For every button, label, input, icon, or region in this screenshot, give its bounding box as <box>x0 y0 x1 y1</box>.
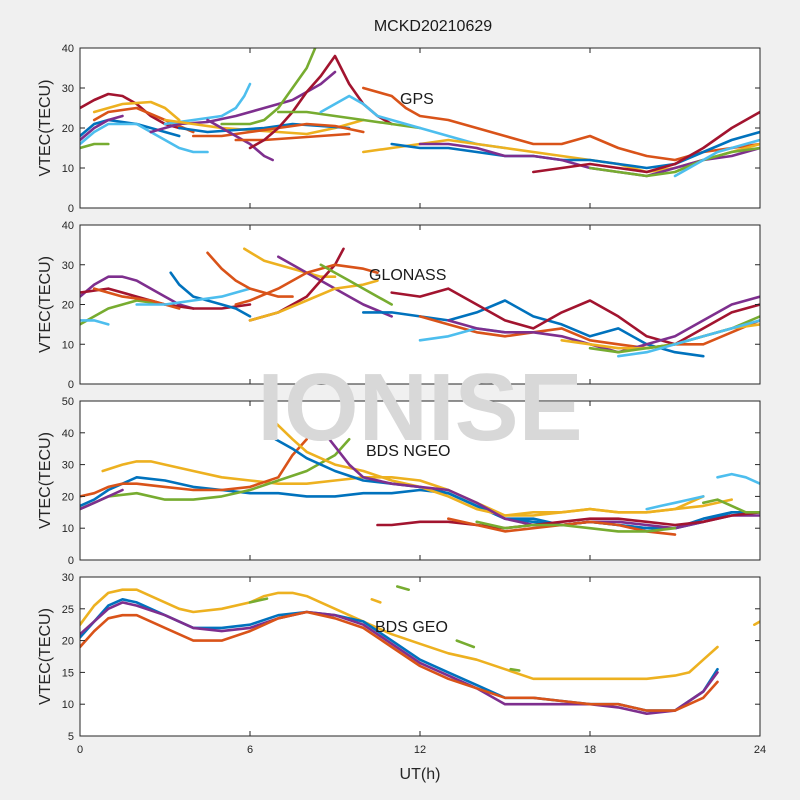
y-tick-label: 20 <box>62 123 74 135</box>
series-line <box>80 92 181 130</box>
series-line <box>80 118 181 138</box>
series-line <box>80 588 719 681</box>
series-group <box>80 585 760 716</box>
x-tick-label: 6 <box>247 744 253 756</box>
y-tick-label: 30 <box>62 572 74 584</box>
series-line <box>80 488 124 511</box>
y-tick-label: 5 <box>68 731 74 743</box>
series-line <box>418 315 760 350</box>
series-line <box>271 418 705 517</box>
y-tick-label: 30 <box>62 260 74 272</box>
series-line <box>80 601 719 716</box>
series-line <box>92 287 181 310</box>
series-line <box>92 100 181 122</box>
series-line <box>319 263 394 306</box>
series-line <box>531 110 760 174</box>
series-line <box>80 610 719 712</box>
series-line <box>234 263 379 306</box>
series-group <box>80 418 760 536</box>
y-tick-label: 50 <box>62 396 74 408</box>
panel-1: 0 10 20 30 40 VTEC(TECU) GPS <box>37 43 761 215</box>
series-line <box>376 510 760 530</box>
y-tick-label: 10 <box>62 523 74 535</box>
series-line <box>752 620 760 627</box>
series-line <box>616 319 760 358</box>
x-tick-label: 12 <box>414 744 426 756</box>
panel-3: 0 10 20 30 40 50 VTEC(TECU) BDS NGEO <box>37 396 761 567</box>
series-line <box>645 495 705 511</box>
y-tick-label: 20 <box>62 300 74 312</box>
series-line <box>475 520 677 533</box>
y-tick-label: 40 <box>62 43 74 55</box>
series-line <box>455 639 476 649</box>
y-tick-label: 0 <box>68 555 74 567</box>
x-tick-label: 24 <box>754 744 766 756</box>
series-group <box>80 247 760 358</box>
y-axis-label: VTEC(TECU) <box>37 432 54 529</box>
series-line <box>390 287 760 346</box>
series-line <box>248 279 379 322</box>
series-line <box>80 437 309 498</box>
series-line <box>276 255 394 318</box>
series-line <box>163 82 252 126</box>
series-line <box>588 146 760 178</box>
series-line <box>276 110 422 130</box>
y-tick-label: 40 <box>62 220 74 232</box>
y-tick-label: 10 <box>62 163 74 175</box>
series-line <box>509 667 521 672</box>
x-axis-label: UT(h) <box>400 766 441 783</box>
series-line <box>135 287 252 306</box>
series-line <box>248 597 269 604</box>
series-line <box>319 94 507 150</box>
panel-annotation: GPS <box>400 91 434 108</box>
y-tick-label: 0 <box>68 379 74 391</box>
y-axis-label: VTEC(TECU) <box>37 608 54 705</box>
watermark: IONISE <box>257 354 582 461</box>
y-tick-label: 30 <box>62 83 74 95</box>
series-line <box>80 299 167 326</box>
panel-2: 0 10 20 30 40 VTEC(TECU) GLONASS <box>37 220 761 391</box>
y-tick-label: 20 <box>62 491 74 503</box>
panels: 0 10 20 30 40 VTEC(TECU) GPS 0 10 20 30 40 VTEC(TECU… <box>37 43 766 756</box>
y-axis-label: VTEC(TECU) <box>37 80 54 177</box>
series-line <box>370 597 382 604</box>
y-tick-label: 40 <box>62 428 74 440</box>
y-tick-label: 10 <box>62 339 74 351</box>
figure-title: MCKD20210629 <box>374 18 492 35</box>
series-line <box>80 319 110 326</box>
series-line <box>446 295 760 354</box>
series-line <box>716 472 760 486</box>
x-tick-label: 0 <box>77 744 83 756</box>
y-tick-label: 30 <box>62 460 74 472</box>
y-tick-label: 25 <box>62 604 74 616</box>
x-tick-label: 18 <box>584 744 596 756</box>
series-line <box>80 114 124 142</box>
series-line <box>390 130 760 170</box>
panel-annotation: GLONASS <box>369 267 446 284</box>
y-tick-label: 15 <box>62 667 74 679</box>
y-tick-label: 0 <box>68 203 74 215</box>
panel-4: 0 6 12 18 24 5 10 15 20 25 30 VTEC(TECU) BDS GEO <box>37 572 766 756</box>
y-tick-label: 20 <box>62 636 74 648</box>
series-line <box>80 142 110 150</box>
y-tick-label: 10 <box>62 699 74 711</box>
plot-area <box>80 225 760 384</box>
y-axis-label: VTEC(TECU) <box>37 256 54 353</box>
series-group <box>80 48 760 178</box>
series-line <box>206 251 294 298</box>
panel-annotation: BDS NGEO <box>366 443 450 460</box>
series-line <box>395 585 411 592</box>
series-line <box>169 271 252 318</box>
series-line <box>673 138 760 178</box>
series-line <box>220 48 317 126</box>
series-line <box>701 498 760 514</box>
series-line <box>234 132 351 142</box>
series-line <box>243 247 337 279</box>
panel-annotation: BDS GEO <box>375 619 448 636</box>
